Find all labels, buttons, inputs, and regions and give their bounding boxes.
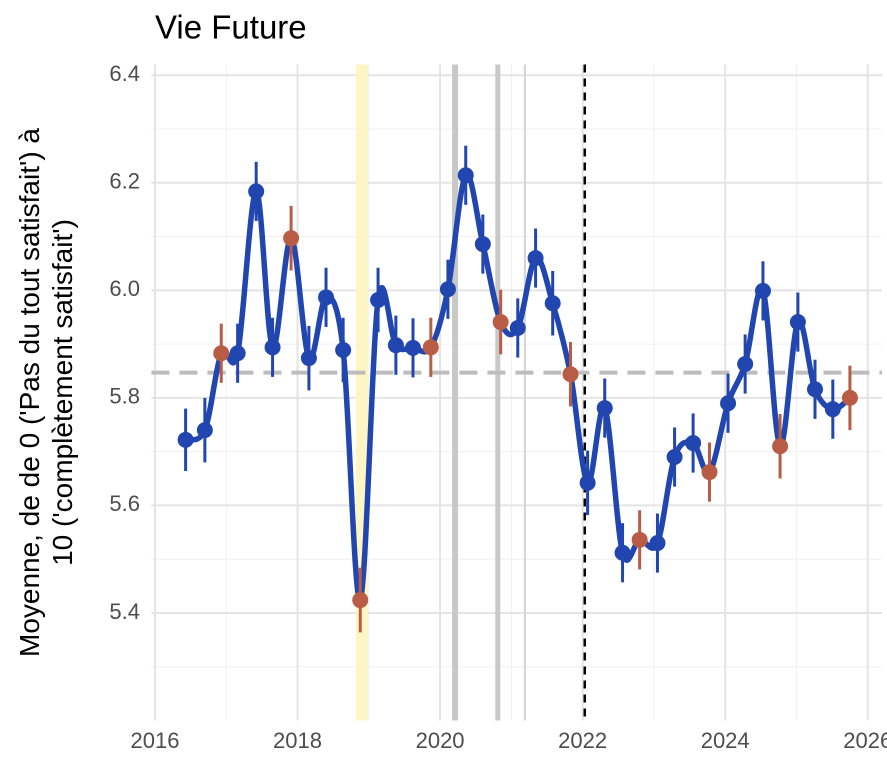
data-point	[737, 356, 754, 373]
y-axis-label: Moyenne, de de 0 ('Pas du tout satisfait…	[14, 128, 78, 657]
data-point	[824, 401, 841, 418]
data-point	[544, 295, 561, 312]
data-point	[474, 236, 491, 253]
data-point	[229, 345, 246, 362]
data-point	[666, 449, 683, 466]
data-point	[720, 395, 737, 412]
data-point	[631, 531, 648, 548]
data-point	[370, 292, 387, 309]
data-point	[789, 314, 806, 331]
data-point	[300, 350, 317, 367]
data-point	[841, 389, 858, 406]
x-tick-label: 2026	[843, 728, 887, 753]
data-point	[196, 422, 213, 439]
data-point	[318, 289, 335, 306]
y-tick-label: 6.4	[109, 61, 140, 86]
highlight-band	[355, 64, 369, 721]
data-point	[352, 592, 369, 609]
data-point	[701, 464, 718, 481]
y-tick-label: 6.2	[109, 169, 140, 194]
data-point	[264, 339, 281, 356]
x-tick-label: 2024	[701, 728, 750, 753]
x-tick-label: 2018	[273, 728, 322, 753]
data-point	[772, 438, 789, 455]
data-point	[754, 282, 771, 299]
data-point	[527, 250, 544, 267]
data-point	[387, 337, 404, 354]
y-axis-label-line: Moyenne, de de 0 ('Pas du tout satisfait…	[14, 128, 45, 657]
data-point	[509, 319, 526, 336]
data-point	[213, 345, 230, 362]
data-point	[562, 366, 579, 383]
data-point	[439, 281, 456, 298]
y-tick-label: 6.0	[109, 276, 140, 301]
data-point	[596, 400, 613, 417]
y-tick-label: 5.4	[109, 599, 140, 624]
y-tick-label: 5.8	[109, 384, 140, 409]
data-point	[248, 183, 265, 200]
data-point	[177, 431, 194, 448]
data-point	[806, 381, 823, 398]
y-axis-label-line: 10 ('complètement satisfait')	[47, 219, 78, 566]
data-point	[579, 474, 596, 491]
x-tick-label: 2020	[416, 728, 465, 753]
x-tick-label: 2016	[130, 728, 179, 753]
data-point	[335, 342, 352, 359]
data-point	[404, 339, 421, 356]
data-point	[283, 230, 300, 247]
chart-title: Vie Future	[155, 9, 307, 46]
data-point	[614, 544, 631, 561]
x-tick-label: 2022	[558, 728, 607, 753]
data-point	[685, 435, 702, 452]
data-point	[649, 535, 666, 552]
y-tick-label: 5.6	[109, 491, 140, 516]
data-point	[422, 339, 439, 356]
data-point	[457, 167, 474, 184]
data-point	[492, 314, 509, 331]
